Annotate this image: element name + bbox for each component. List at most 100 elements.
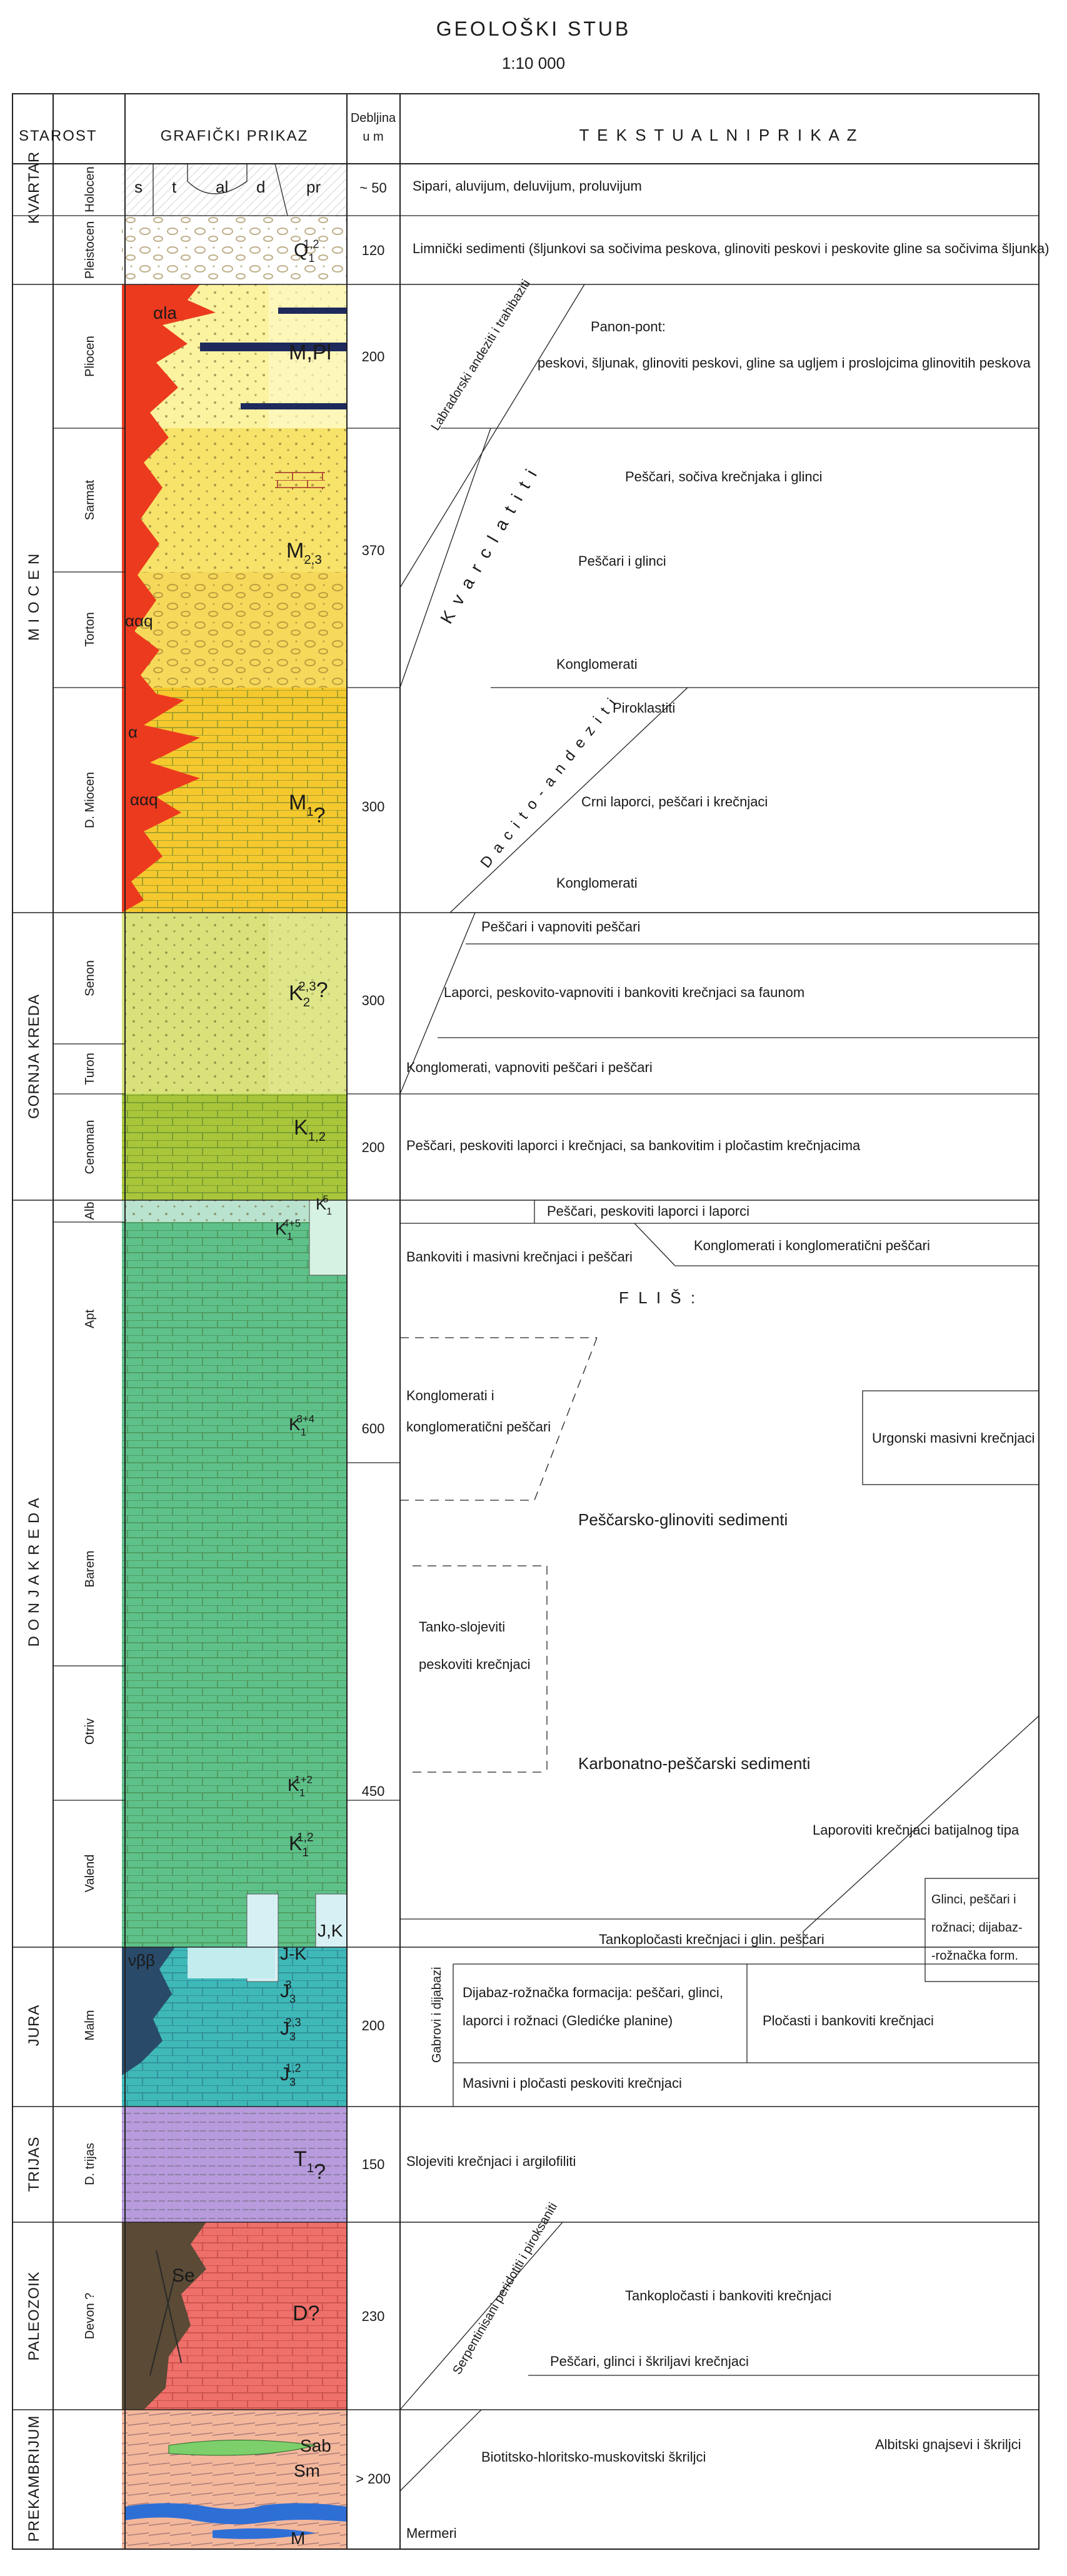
text-divider bbox=[803, 1715, 1039, 1932]
desc-dijab2: laporci i rožnaci (Gledićke planine) bbox=[463, 2013, 673, 2028]
gabbro-body bbox=[122, 1947, 175, 2075]
stage-label: Valend bbox=[83, 1855, 97, 1893]
coal-seam bbox=[241, 403, 347, 409]
stage-label: Cenoman bbox=[83, 1120, 97, 1175]
marble-layer bbox=[213, 2528, 316, 2539]
desc-alb3: Konglomerati i konglomeratični peščari bbox=[694, 1238, 930, 1253]
desc-dijab1: Dijabaz-rožnačka formacija: peščari, gli… bbox=[463, 1985, 723, 2000]
text-divider bbox=[399, 2409, 482, 2492]
period-label: D O N J A K R E D A bbox=[26, 1497, 43, 1646]
stage-label: Pleistocen bbox=[83, 221, 97, 279]
desc-flis: F L I Š : bbox=[619, 1288, 698, 1307]
desc-tanko1: Tanko-slojeviti bbox=[419, 1619, 505, 1635]
text-divider bbox=[399, 428, 491, 688]
stage-label: D. Miocen bbox=[83, 772, 97, 828]
header-age: STAROST bbox=[19, 128, 98, 144]
stage-label: Holocen bbox=[83, 166, 97, 212]
symbol-aaq: ααq bbox=[125, 611, 153, 630]
desc-senon2: Laporci, peskovito-vapnoviti i bankoviti… bbox=[444, 985, 804, 1000]
stage-label: Apt bbox=[83, 1310, 97, 1328]
desc-cenoman: Peščari, peskoviti laporci i krečnjaci, … bbox=[406, 1138, 861, 1153]
symbol-aaq: ααq bbox=[130, 790, 158, 809]
transition-box bbox=[188, 1947, 275, 1978]
header-thickness-unit: u m bbox=[363, 130, 383, 144]
stage-label: Torton bbox=[83, 612, 97, 647]
page-title: GEOLOŠKI STUB bbox=[436, 18, 631, 40]
volcanic-intrusion bbox=[122, 284, 216, 913]
text-divider bbox=[399, 284, 585, 588]
symbol-MPl: M,Pl bbox=[289, 341, 331, 364]
desc-batij: Laporoviti krečnjaci batijalnog tipa bbox=[813, 1822, 1019, 1838]
desc-gabrovi: Gabrovi i dijabazi bbox=[430, 1967, 444, 2063]
desc-serpent: Serpentinisani peridotiti i piroksaniti bbox=[450, 2200, 560, 2377]
layer-pattern bbox=[122, 572, 347, 688]
stage-label: D. trijas bbox=[83, 2143, 97, 2185]
marble-layer bbox=[125, 2503, 347, 2525]
thickness-value: > 200 bbox=[356, 2471, 391, 2487]
holocene-divider bbox=[153, 163, 288, 216]
desc-tankopl2: Tankopločasti i bankoviti krečnjaci bbox=[625, 2288, 831, 2303]
period-label: M I O C E N bbox=[26, 553, 43, 641]
thickness-value: 150 bbox=[362, 2157, 385, 2172]
desc-alb2: Bankoviti i masivni krečnjaci i peščari bbox=[406, 1249, 633, 1265]
desc-panonpont: Panon-pont: bbox=[591, 319, 666, 334]
stage-label: Barem bbox=[83, 1551, 97, 1588]
symbol-D: D? bbox=[293, 2302, 319, 2325]
desc-dacito: D a c i t o - a n d e z i t i bbox=[477, 694, 621, 871]
desc-glinci1: Glinci, peščari i bbox=[931, 1893, 1016, 1907]
text-divider bbox=[449, 687, 688, 913]
desc-pliocen: peskovi, šljunak, glinoviti peskovi, gli… bbox=[538, 355, 1031, 371]
desc-glinci2: rožnaci; dijabaz- bbox=[931, 1921, 1023, 1935]
period-label: TRIJAS bbox=[26, 2137, 43, 2192]
desc-pescglinci: Peščari, glinci i škriljavi krečnjaci bbox=[550, 2353, 749, 2369]
symbol-vbb: νββ bbox=[128, 1951, 155, 1970]
thickness-value: ~ 50 bbox=[359, 180, 386, 196]
urgon-box bbox=[862, 1390, 1039, 1485]
layer-pattern bbox=[122, 1094, 347, 1200]
text-divider bbox=[399, 912, 476, 1095]
desc-holocen: Sipari, aluvijum, deluvijum, proluvijum bbox=[413, 178, 642, 194]
holocene-symbol: d bbox=[256, 178, 265, 196]
symbol-Sab: Sab bbox=[300, 2436, 331, 2455]
thickness-value: 450 bbox=[362, 1783, 385, 1799]
layer-pattern bbox=[122, 164, 347, 216]
header-text: T E K S T U A L N I P R I K A Z bbox=[579, 126, 858, 144]
schist-lens bbox=[168, 2440, 316, 2456]
stage-label: Malm bbox=[83, 2010, 97, 2041]
layer-pattern bbox=[122, 216, 347, 284]
desc-torton: Peščari i glinci bbox=[578, 553, 666, 569]
holocene-symbol: al bbox=[216, 178, 228, 196]
layer-pattern bbox=[122, 428, 347, 572]
desc-turon: Konglomerati, vapnoviti peščari i peščar… bbox=[406, 1060, 653, 1075]
desc-trijas: Slojeviti krečnjaci i argilofiliti bbox=[406, 2153, 576, 2169]
period-label: GORNJA KREDA bbox=[26, 994, 43, 1119]
page-scale: 1:10 000 bbox=[501, 54, 566, 73]
desc-labrador: Labradorski andeziti i trahibaziti bbox=[429, 277, 533, 433]
thickness-value: 200 bbox=[362, 2018, 385, 2033]
holocene-symbol: t bbox=[172, 178, 177, 196]
stage-label: Turon bbox=[83, 1053, 97, 1085]
symbol-Sm: Sm bbox=[294, 2461, 320, 2480]
stage-label: Alb bbox=[83, 1202, 97, 1220]
symbol-JK: J-K bbox=[280, 1944, 306, 1963]
text-divider bbox=[399, 2222, 563, 2410]
stage-label: Senon bbox=[83, 960, 97, 996]
period-label: JURA bbox=[26, 2005, 43, 2047]
header-thickness: Debljina bbox=[351, 111, 396, 125]
holocene-symbol: s bbox=[134, 178, 143, 196]
stage-label: Pliocen bbox=[83, 336, 97, 377]
symbol-alpha: α bbox=[128, 723, 138, 741]
table-frame bbox=[12, 93, 1039, 2550]
alb-box bbox=[309, 1200, 348, 1276]
thickness-value: 300 bbox=[362, 799, 385, 814]
desc-tanko2: peskoviti krečnjaci bbox=[419, 1656, 531, 1672]
layer-fill bbox=[269, 913, 347, 1094]
limestone-lens bbox=[275, 472, 325, 489]
thickness-value: 300 bbox=[362, 993, 385, 1008]
desc-konglo3b: konglomeratični peščari bbox=[406, 1419, 551, 1435]
desc-konglomerati: Konglomerati bbox=[556, 656, 638, 672]
layer-pattern bbox=[122, 1222, 347, 1947]
period-label: KVARTAR bbox=[26, 151, 43, 224]
